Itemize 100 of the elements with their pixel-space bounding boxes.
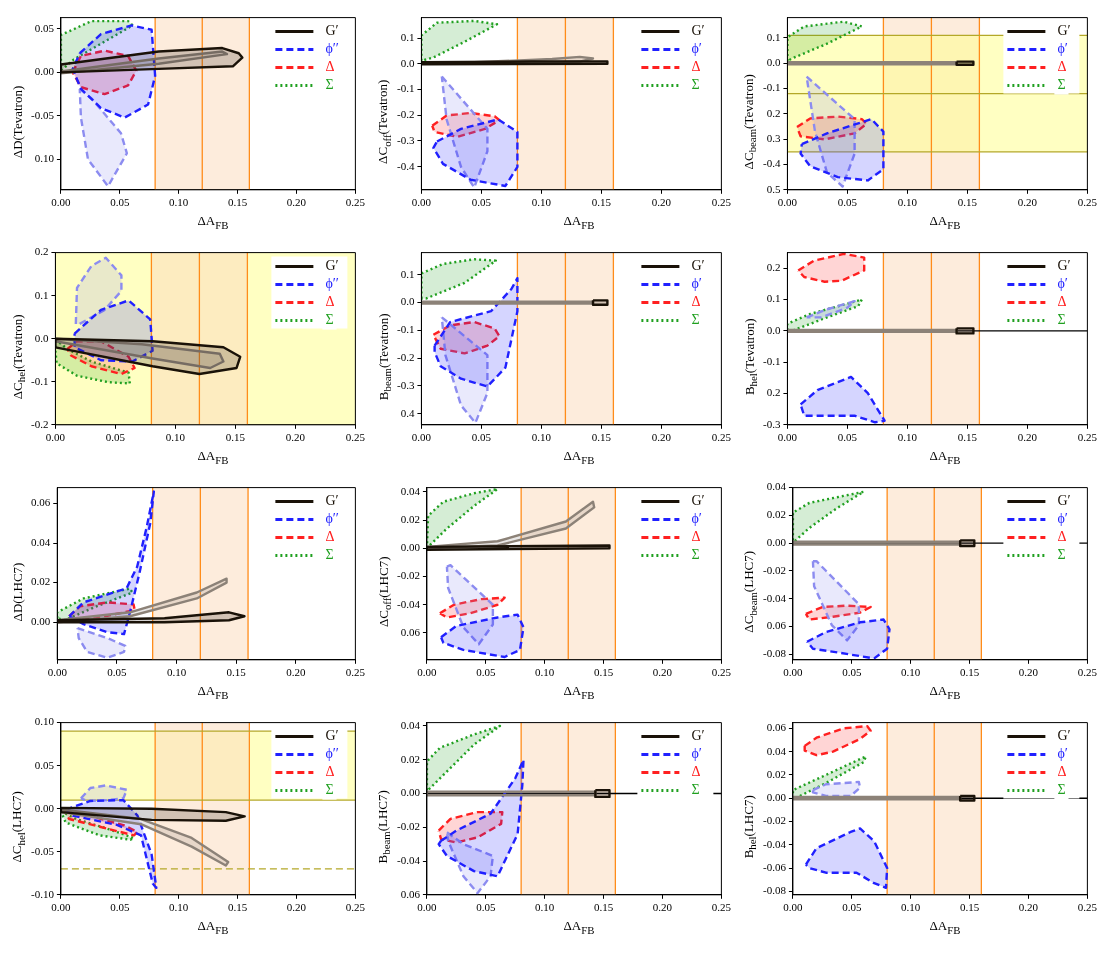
x-tick-label: 0.15 [227, 901, 248, 914]
y-tick-label: 0.4 [400, 406, 415, 419]
x-tick-label: 0.00 [51, 901, 72, 914]
legend-label: Σ [691, 77, 700, 93]
legend-label: Δ [691, 529, 701, 545]
x-tick-label: 0.10 [169, 901, 189, 914]
x-tick-label: 0.10 [535, 901, 555, 914]
y-tick-label: -0.2 [396, 108, 415, 121]
legend-label: Δ [325, 59, 335, 75]
y-tick-label: 0.1 [400, 267, 415, 280]
x-axis-title: ΔA$_{FB}$ [562, 683, 595, 703]
x-tick-label: 0.05 [110, 901, 130, 914]
x-tick-label: 0.10 [897, 431, 918, 444]
y-tick-label: 0.00 [766, 536, 787, 549]
x-tick-label: 0.05 [476, 666, 496, 679]
x-tick-label: 0.10 [901, 901, 921, 914]
legend-label: Δ [1057, 294, 1067, 310]
y-tick-label: 0.02 [766, 508, 786, 521]
y-tick-label: 0.00 [34, 65, 55, 78]
x-tick-label: 0.05 [471, 196, 492, 209]
y-tick-label: 0.02 [31, 575, 51, 588]
legend-label: Σ [1057, 547, 1066, 563]
y-tick-label: 0.1 [766, 30, 781, 43]
y-tick-label: -0.1 [30, 374, 49, 387]
y-axis-title: ΔD(LHC7) [10, 562, 26, 621]
legend-label: ϕ′ [1057, 511, 1068, 527]
legend-label: G′ [691, 493, 705, 509]
x-tick-label: 0.25 [711, 901, 732, 914]
y-tick-label: 0.3 [766, 132, 781, 145]
legend-label: Σ [1057, 77, 1066, 93]
y-tick-label: 0.00 [766, 791, 787, 804]
x-tick-label: 0.15 [225, 431, 246, 444]
x-axis-title: ΔA$_{FB}$ [928, 918, 961, 938]
x-tick-label: 0.00 [411, 196, 432, 209]
x-tick-label: 0.05 [105, 431, 126, 444]
y-tick-label: 0.05 [34, 758, 55, 771]
x-tick-label: 0.05 [837, 431, 858, 444]
y-tick-label: -0.4 [396, 159, 415, 172]
legend-label: G′ [325, 23, 339, 39]
x-tick-label: 0.25 [1077, 431, 1098, 444]
y-tick-label: 0.00 [31, 615, 51, 628]
x-tick-label: 0.15 [957, 196, 978, 209]
legend-label: ϕ′ [691, 41, 702, 57]
y-tick-label: -0.2 [396, 351, 415, 364]
y-tick-label: 0.1 [34, 288, 49, 301]
x-axis-title: ΔA$_{FB}$ [562, 918, 595, 938]
legend-label: ϕ′ [1057, 41, 1068, 57]
y-tick-label: -0.04 [396, 597, 421, 610]
y-tick-label: -0.04 [396, 853, 421, 866]
x-tick-label: 0.05 [842, 901, 862, 914]
y-tick-label: -0.04 [762, 591, 787, 604]
y-tick-label: -0.02 [762, 563, 786, 576]
x-tick-label: 0.20 [1017, 431, 1038, 444]
y-tick-label: 0.0 [400, 56, 415, 69]
x-axis-title: ΔA$_{FB}$ [562, 213, 595, 233]
legend-label: ϕ′′ [325, 746, 339, 762]
x-tick-label: 0.15 [593, 666, 614, 679]
legend-label: G′ [1057, 23, 1071, 39]
x-tick-label: 0.20 [1017, 196, 1038, 209]
x-tick-label: 0.00 [417, 666, 438, 679]
legend-label: Σ [325, 782, 334, 798]
y-tick-label: -0.08 [762, 647, 787, 660]
legend-label: Δ [691, 59, 701, 75]
legend-label: ϕ′ [1057, 276, 1068, 292]
y-tick-label: -0.3 [762, 417, 781, 430]
x-tick-label: 0.05 [107, 666, 127, 679]
y-tick-label: 0.04 [766, 744, 787, 757]
legend-label: Σ [1057, 782, 1066, 798]
y-tick-label: -0.3 [396, 133, 415, 146]
legend-label: Δ [1057, 764, 1067, 780]
y-tick-label: -0.06 [762, 860, 787, 873]
y-tick-label: 0.1 [400, 31, 415, 44]
x-tick-label: 0.25 [1077, 901, 1098, 914]
legend-label: G′ [691, 23, 705, 39]
y-tick-label: 0.10 [34, 152, 55, 165]
x-tick-label: 0.00 [783, 666, 804, 679]
y-tick-label: 0.02 [400, 752, 420, 765]
y-tick-label: 0.0 [34, 331, 49, 344]
x-tick-label: 0.20 [652, 901, 673, 914]
y-tick-label: 0.04 [31, 535, 51, 548]
x-tick-label: 0.25 [345, 901, 366, 914]
x-tick-label: 0.00 [777, 431, 798, 444]
x-tick-label: 0.20 [651, 431, 672, 444]
x-tick-label: 0.10 [531, 431, 552, 444]
legend-label: Σ [325, 312, 334, 328]
legend-label: Σ [691, 547, 700, 563]
y-tick-label: -0.4 [762, 157, 781, 170]
x-axis-title: ΔA$_{FB}$ [196, 448, 229, 468]
legend-label: Σ [691, 312, 700, 328]
x-tick-label: 0.20 [1018, 666, 1039, 679]
x-tick-label: 0.10 [535, 666, 555, 679]
legend-label: Σ [691, 782, 700, 798]
y-tick-label: 0.02 [766, 767, 786, 780]
x-tick-label: 0.15 [959, 666, 980, 679]
y-tick-label: 0.0 [400, 295, 415, 308]
x-tick-label: 0.10 [169, 196, 189, 209]
x-tick-label: 0.20 [652, 666, 673, 679]
y-tick-label: 0.0 [766, 56, 781, 69]
y-tick-label: 0.0 [766, 323, 781, 336]
x-tick-label: 0.10 [166, 666, 187, 679]
